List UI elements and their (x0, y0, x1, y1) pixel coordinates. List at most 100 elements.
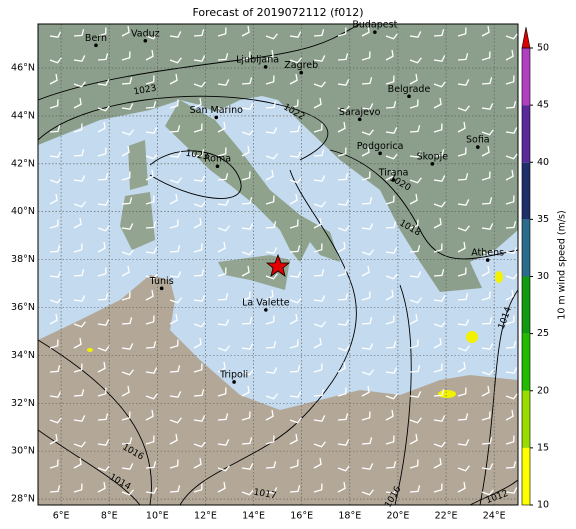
wind-barb (481, 369, 494, 376)
wind-barb (217, 199, 230, 206)
wind-barb (265, 127, 278, 134)
colorbar-segment (522, 48, 530, 106)
wind-barb (169, 417, 182, 424)
y-tick-label: 32°N (11, 398, 35, 409)
wind-barb (217, 481, 226, 493)
wind-barb (313, 175, 326, 182)
wind-barb (217, 121, 226, 133)
wind-barb (481, 129, 494, 136)
wind-barb (505, 393, 518, 400)
wind-barb (457, 121, 466, 133)
wind-barb (289, 433, 298, 445)
city-label: San Marino (190, 105, 243, 116)
wind-barb (241, 129, 254, 136)
wind-barb (289, 297, 302, 304)
city-dot (263, 65, 268, 69)
wind-barb (265, 247, 278, 254)
x-tick-label: 24°E (483, 511, 506, 522)
wind-barb (265, 461, 277, 469)
wind-barb (241, 103, 254, 110)
wind-barb (217, 147, 227, 157)
city-dot (430, 162, 435, 166)
wind-barb (409, 245, 421, 253)
wind-barb (433, 389, 445, 397)
city-dot (391, 178, 396, 182)
wind-barb (145, 33, 158, 40)
wind-barb (265, 393, 278, 400)
y-tick-label: 40°N (11, 206, 35, 217)
wind-barb (49, 313, 58, 325)
wind-barb (481, 343, 494, 350)
wind-barb (361, 145, 370, 157)
wind-barb (409, 125, 421, 133)
wind-barb (97, 465, 110, 472)
land (128, 140, 148, 190)
wind-barb (433, 201, 446, 208)
city-dot (378, 151, 382, 156)
wind-barb (505, 367, 518, 374)
wind-barb (121, 317, 133, 325)
wind-barb (505, 461, 517, 469)
wind-barb (409, 193, 418, 205)
wind-barb (73, 457, 82, 469)
wind-barb (73, 97, 82, 109)
wind-barb (361, 385, 370, 397)
wind-barb (337, 147, 347, 157)
wind-barb (481, 197, 493, 205)
wind-barb (169, 365, 181, 373)
wind-barb (121, 145, 130, 157)
wind-barb (169, 271, 182, 278)
wind-barb (289, 313, 298, 325)
wind-barb (193, 363, 203, 373)
wind-barb (409, 339, 419, 349)
wind-barb (457, 53, 469, 61)
wind-barb (169, 99, 179, 109)
wind-barb (169, 459, 179, 469)
wind-barb (361, 249, 374, 256)
wind-barb (385, 289, 394, 301)
wind-barb (145, 315, 155, 325)
wind-barb (313, 295, 326, 302)
colorbar-label: 10 m wind speed (m/s) (557, 210, 568, 319)
wind-barb (97, 267, 107, 277)
wind-barb (409, 391, 422, 398)
city-dot (357, 117, 362, 122)
city-label: Tripoli (219, 369, 248, 380)
wind-barb (265, 153, 278, 160)
wind-barb (337, 173, 349, 181)
wind-barb (265, 289, 274, 301)
city-dot (215, 164, 220, 169)
wind-barb (409, 177, 422, 184)
wind-barb (385, 273, 398, 280)
colorbar-tick-label: 20 (537, 385, 549, 396)
wind-barb (361, 489, 374, 496)
city-label: Tunis (149, 276, 174, 287)
wind-barb (289, 57, 302, 64)
wind-barb (433, 243, 443, 253)
wind-barb (361, 291, 371, 301)
wind-barb (505, 409, 514, 421)
wind-barb (289, 391, 302, 398)
city-dot (373, 30, 377, 34)
x-tick-label: 20°E (387, 511, 410, 522)
wind-barb (385, 461, 397, 469)
wind-barb (313, 483, 323, 493)
wind-barb (265, 195, 275, 205)
wind-barb (49, 297, 62, 304)
wind-barb (145, 393, 158, 400)
colorbar-segment (522, 390, 530, 448)
wind-barb (481, 77, 493, 85)
wind-barb (97, 439, 110, 446)
wind-barb (73, 123, 83, 133)
wind-barb (481, 291, 491, 301)
colorbar-segment (522, 162, 530, 220)
wind-barb (385, 315, 395, 325)
wind-barb (73, 389, 85, 397)
wind-barb (481, 463, 494, 470)
city-label: Belgrade (388, 84, 431, 95)
wind-barb (337, 413, 349, 421)
wind-barb (241, 223, 254, 230)
wind-barb (361, 265, 370, 277)
wind-barb (121, 343, 134, 350)
